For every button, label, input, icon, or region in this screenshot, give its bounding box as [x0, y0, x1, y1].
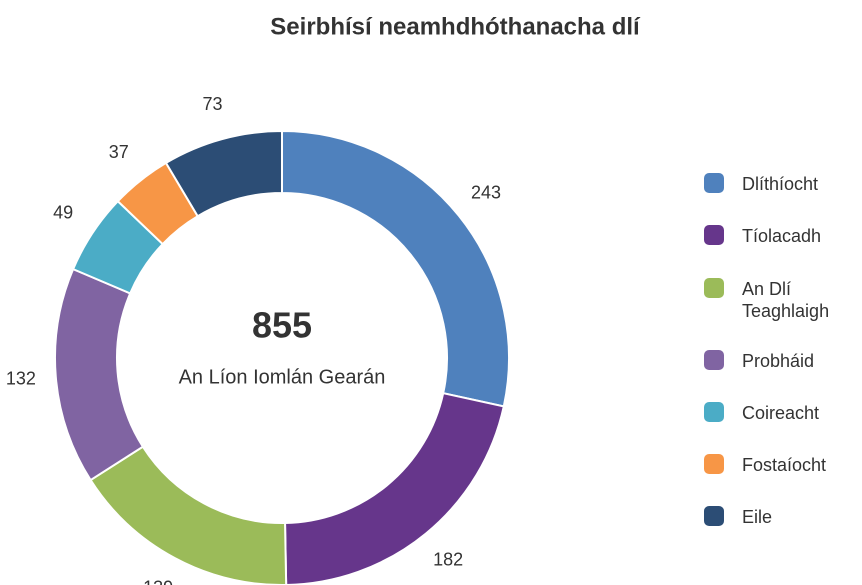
legend-swatch [704, 402, 724, 422]
legend-item: Eile [704, 506, 862, 528]
data-label: 139 [143, 578, 173, 585]
legend-swatch [704, 506, 724, 526]
data-label: 243 [471, 182, 501, 202]
chart-title: Seirbhísí neamhdhóthanacha dlí [270, 13, 641, 40]
slice [54, 267, 145, 482]
legend-swatch [704, 350, 724, 370]
legend-item: Dlíthíocht [704, 173, 862, 195]
legend-item: An Dlí Teaghlaigh [704, 278, 862, 322]
legend-label: Tíolacadh [742, 226, 822, 246]
center-value: 855 [252, 305, 312, 346]
legend-label: Coireacht [742, 403, 820, 423]
legend-label: An Dlí Teaghlaigh [742, 279, 830, 321]
slice [164, 129, 283, 218]
slice [281, 129, 510, 408]
center-label: An Líon Iomlán Gearán [179, 366, 386, 388]
data-label: 49 [53, 203, 73, 223]
data-label: 182 [433, 549, 463, 569]
legend-item: Fostaíocht [704, 454, 862, 476]
data-label: 73 [203, 94, 223, 114]
legend-label: Dlíthíocht [742, 174, 819, 194]
legend-label: Fostaíocht [742, 455, 827, 475]
legend-item: Coireacht [704, 402, 862, 424]
legend-item: Tíolacadh [704, 225, 862, 247]
slice [89, 445, 288, 585]
legend-label: Eile [742, 507, 773, 527]
legend-swatch [704, 173, 724, 193]
legend-swatch [704, 225, 724, 245]
legend-label: Probháid [742, 351, 815, 371]
legend-swatch [704, 278, 724, 298]
legend-item: Probháid [704, 350, 862, 372]
data-label: 132 [6, 368, 36, 388]
legend-swatch [704, 454, 724, 474]
data-label: 37 [109, 142, 129, 162]
slice [284, 392, 505, 585]
